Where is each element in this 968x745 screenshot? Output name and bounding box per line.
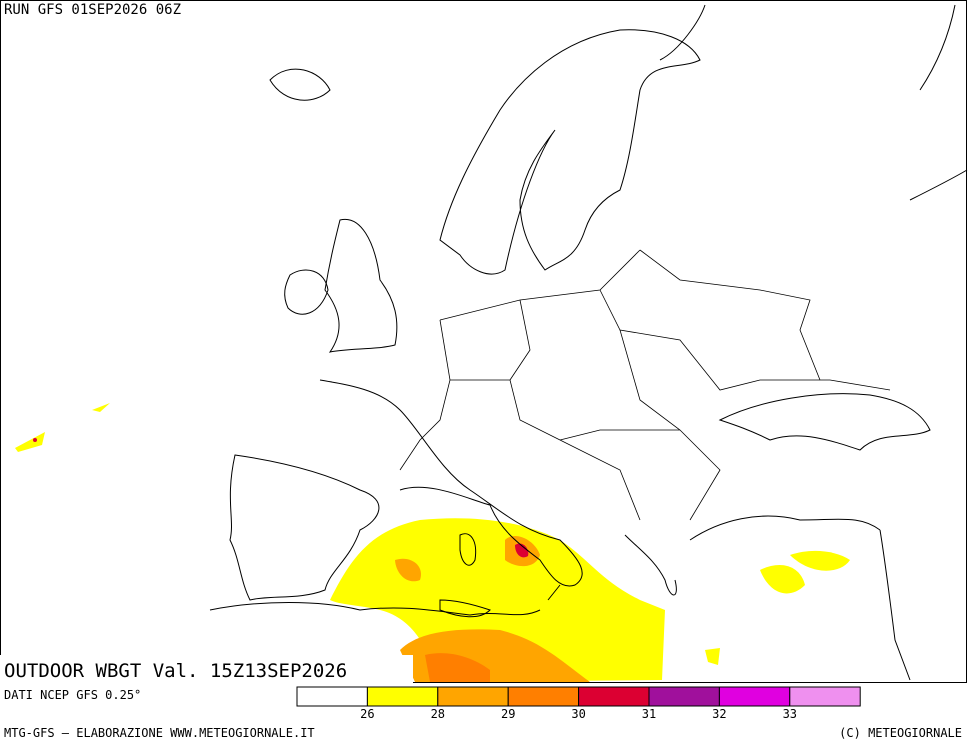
legend: 26 28 29 30 31 32 33 <box>296 686 861 721</box>
heat-areas <box>15 403 850 682</box>
borders <box>399 249 891 521</box>
run-label: RUN GFS 01SEP2026 06Z <box>4 2 181 18</box>
legend-label: 32 <box>712 707 726 721</box>
legend-swatch <box>366 686 439 707</box>
footer-left: MTG-GFS — ELABORAZIONE WWW.METEOGIORNALE… <box>4 726 315 740</box>
source-label: DATI NCEP GFS 0.25° <box>4 688 141 702</box>
legend-label: 31 <box>642 707 656 721</box>
legend-swatch <box>296 686 368 707</box>
coastlines <box>209 4 968 681</box>
title-box <box>0 655 413 683</box>
footer-right: (C) METEOGIORNALE <box>839 726 962 740</box>
legend-swatch <box>789 686 861 707</box>
legend-swatch <box>648 686 720 707</box>
legend-swatch <box>718 686 791 707</box>
legend-swatch <box>507 686 580 707</box>
legend-swatch <box>437 686 509 707</box>
legend-swatch <box>578 686 650 707</box>
legend-label: 29 <box>501 707 515 721</box>
legend-label: 28 <box>431 707 445 721</box>
legend-label: 26 <box>360 707 374 721</box>
legend-label: 30 <box>571 707 585 721</box>
legend-label: 33 <box>783 707 797 721</box>
map-title: OUTDOOR WBGT Val. 15Z13SEP2026 <box>4 660 347 682</box>
